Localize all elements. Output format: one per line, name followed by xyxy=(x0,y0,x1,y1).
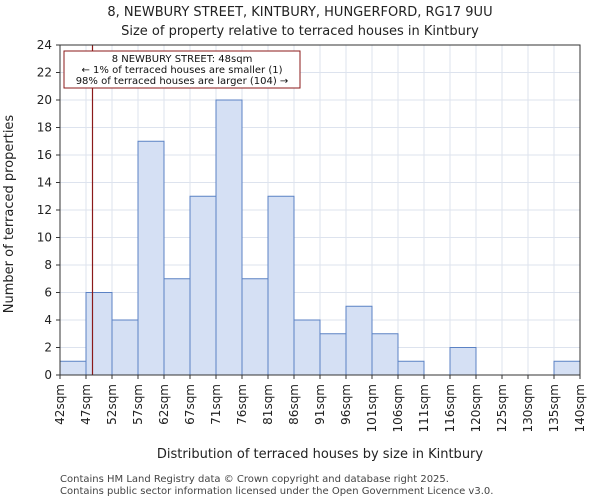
y-axis-title: Number of terraced properties xyxy=(2,115,17,314)
x-tick-label: 57sqm xyxy=(131,384,145,425)
bar-116sqm xyxy=(449,347,477,376)
chart-subtitle: Size of property relative to terraced ho… xyxy=(121,24,479,39)
x-tick-label: 76sqm xyxy=(235,384,249,425)
bar-106sqm xyxy=(397,360,425,376)
annotation-line-2: ← 1% of terraced houses are smaller (1) xyxy=(82,65,283,76)
x-tick-label: 135sqm xyxy=(547,384,561,432)
bar-67sqm xyxy=(189,195,217,376)
bar-57sqm xyxy=(137,140,165,376)
x-tick-label: 140sqm xyxy=(573,384,587,432)
x-tick-label: 106sqm xyxy=(391,384,405,432)
footer-line-2: Contains public sector information licen… xyxy=(60,486,493,497)
bar-71sqm xyxy=(215,99,243,376)
x-tick-label: 67sqm xyxy=(183,384,197,425)
x-tick-label: 52sqm xyxy=(105,384,119,425)
y-tick-label: 10 xyxy=(37,231,52,245)
y-tick-label: 18 xyxy=(37,121,52,135)
bar-101sqm xyxy=(371,333,399,376)
x-tick-label: 120sqm xyxy=(469,384,483,432)
bar-76sqm xyxy=(241,278,269,376)
bars xyxy=(59,99,581,376)
x-tick-label: 101sqm xyxy=(365,384,379,432)
x-tick-label: 86sqm xyxy=(287,384,301,425)
bar-96sqm xyxy=(345,305,373,376)
y-tick-label: 12 xyxy=(37,203,52,217)
x-tick-label: 42sqm xyxy=(53,384,67,425)
bar-42sqm xyxy=(59,360,87,376)
x-tick-label: 81sqm xyxy=(261,384,275,425)
annotation-box: 8 NEWBURY STREET: 48sqm ← 1% of terraced… xyxy=(63,50,301,89)
x-tick-label: 47sqm xyxy=(79,384,93,425)
y-tick-label: 4 xyxy=(44,313,52,327)
bar-47sqm xyxy=(85,292,113,376)
y-tick-label: 14 xyxy=(37,176,52,190)
x-axis-title: Distribution of terraced houses by size … xyxy=(157,447,484,462)
x-tick-label: 62sqm xyxy=(157,384,171,425)
x-tick-label: 125sqm xyxy=(495,384,509,432)
x-tick-label: 111sqm xyxy=(417,384,431,432)
y-tick-label: 6 xyxy=(44,286,52,300)
annotation-line-1: 8 NEWBURY STREET: 48sqm xyxy=(112,54,253,65)
y-tick-label: 0 xyxy=(44,368,52,382)
x-axis-ticks: 42sqm 47sqm 52sqm 57sqm 62sqm 67sqm 71sqm 76sqm… xyxy=(53,375,587,432)
x-tick-label: 116sqm xyxy=(443,384,457,432)
chart-title: 8, NEWBURY STREET, KINTBURY, HUNGERFORD,… xyxy=(107,5,492,20)
bar-62sqm xyxy=(163,278,191,376)
x-tick-label: 130sqm xyxy=(521,384,535,432)
bar-81sqm xyxy=(267,195,295,376)
y-tick-label: 2 xyxy=(44,341,52,355)
bar-91sqm xyxy=(319,333,347,376)
x-tick-label: 91sqm xyxy=(313,384,327,425)
x-tick-label: 71sqm xyxy=(209,384,223,425)
y-tick-label: 20 xyxy=(37,93,52,107)
footer-line-1: Contains HM Land Registry data © Crown c… xyxy=(60,474,449,485)
bar-86sqm xyxy=(293,319,321,376)
y-tick-label: 22 xyxy=(37,66,52,80)
y-tick-label: 8 xyxy=(44,258,52,272)
y-tick-label: 16 xyxy=(37,148,52,162)
bar-135sqm xyxy=(553,360,581,376)
annotation-line-3: 98% of terraced houses are larger (104) … xyxy=(76,76,289,87)
bar-52sqm xyxy=(111,319,139,376)
annotation-frame xyxy=(63,50,301,89)
x-tick-label: 96sqm xyxy=(339,384,353,425)
y-tick-label: 24 xyxy=(37,38,52,52)
